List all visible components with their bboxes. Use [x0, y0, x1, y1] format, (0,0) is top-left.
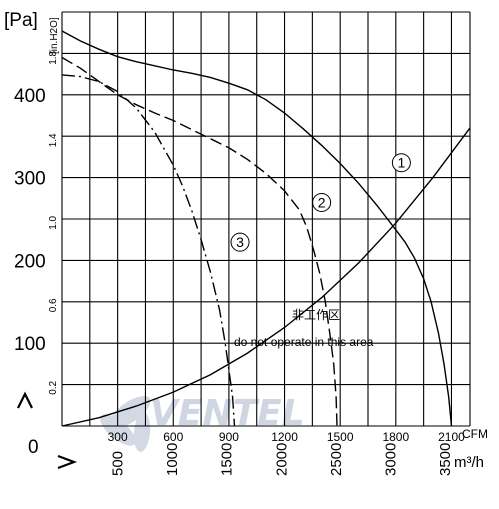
curve-label-2: 2: [312, 192, 332, 212]
x-tick-label-m3h: 1000: [164, 443, 181, 476]
y-tick-label-inh2o: 1.0: [48, 215, 59, 229]
x-tick-label-cfm: 300: [108, 430, 128, 444]
x-tick-label-m3h: 500: [110, 451, 127, 476]
y-axis-inh2o-unit: [in.H2O]: [49, 17, 60, 54]
curve-label-text: 2: [318, 194, 326, 210]
y-tick-label-inh2o: 0.6: [48, 298, 59, 312]
watermark-text: VENTEL: [150, 393, 305, 434]
y-axis-pa: 400 300 200 100 0: [14, 86, 46, 458]
x-tick-label-cfm: 2100: [438, 430, 465, 444]
x-tick-label-m3h: 3500: [437, 443, 454, 476]
y-axis-inh2o: 1.8 1.4 1.0 0.6 0.2: [48, 50, 59, 394]
curve-label-circle: [391, 153, 411, 173]
y-tick-label-pa: 100: [14, 334, 46, 355]
x-tick-label-cfm: 1200: [271, 430, 298, 444]
curve-label-circle: [230, 232, 250, 252]
y-tick-label-inh2o: 1.4: [48, 133, 59, 147]
system-resistance-curve: [61, 127, 471, 427]
y-axis-pa-unit: [Pa]: [4, 10, 38, 31]
y-tick-label-inh2o: 0.2: [48, 380, 59, 394]
x-axis-cfm-unit: CFM: [462, 427, 488, 441]
fan-curve-3: [61, 74, 236, 427]
no-operate-annotation-en: do not operate in this area: [234, 335, 374, 349]
y-tick-label-pa: 400: [14, 86, 46, 107]
curve-label-circle: [312, 192, 332, 212]
curve-label-text: 1: [397, 155, 405, 171]
curve-label-1: 1: [391, 153, 411, 173]
chart-grid: [61, 11, 471, 427]
y-tick-label-pa: 0: [28, 437, 39, 458]
x-tick-label-cfm: 600: [163, 430, 183, 444]
x-axis-m3h-unit: m³/h: [454, 454, 484, 471]
x-tick-label-m3h: 3000: [383, 443, 400, 476]
y-tick-label-pa: 200: [14, 251, 46, 272]
x-tick-label-m3h: 2000: [273, 443, 290, 476]
curve-label-3: 3: [230, 232, 250, 252]
y-tick-label-pa: 300: [14, 169, 46, 190]
x-tick-label-cfm: 1500: [327, 430, 354, 444]
curve-label-text: 3: [236, 234, 244, 250]
ventel-watermark: VENTEL: [100, 393, 305, 452]
fan-curve-2: [61, 56, 338, 427]
x-tick-label-m3h: 1500: [219, 443, 236, 476]
curve-labels: 1 2 3: [230, 153, 411, 252]
x-tick-label-cfm: 1800: [382, 430, 409, 444]
fan-curve-1: [61, 30, 453, 427]
y-tick-label-inh2o: 1.8: [48, 50, 59, 64]
performance-curves: [61, 30, 471, 427]
y-axis-arrow-icon: [17, 391, 33, 409]
x-axis-cfm: 300 600 900 1200 1500 1800 2100: [108, 430, 466, 444]
x-axis-m3h: 500 1000 1500 2000 2500 3000 3500: [110, 443, 454, 476]
x-axis-arrow-icon: [57, 454, 78, 470]
x-tick-label-m3h: 2500: [328, 443, 345, 476]
x-tick-label-cfm: 900: [219, 430, 239, 444]
no-operate-annotation-cn: 非工作区: [292, 308, 340, 322]
